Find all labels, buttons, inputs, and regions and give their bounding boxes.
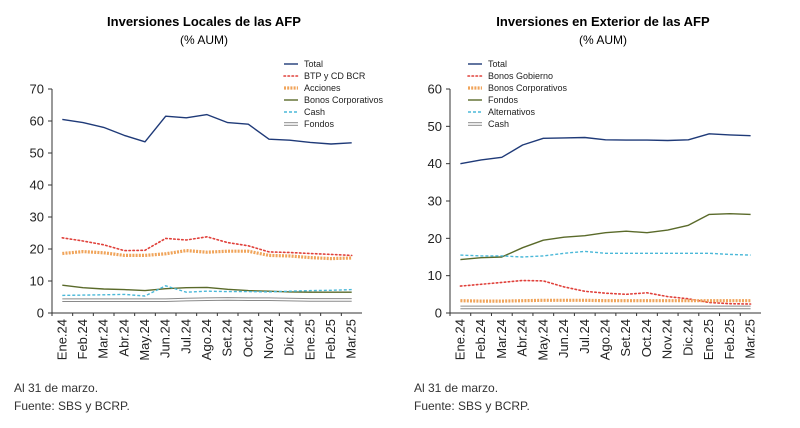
- right-x-tick-label: Dic.24: [680, 319, 695, 356]
- right-footnote: Al 31 de marzo.: [414, 381, 498, 395]
- right-x-tick-label: Jun.24: [556, 319, 571, 358]
- left-y-tick-label: 70: [30, 82, 44, 97]
- left-series-fondos-line-b: [62, 299, 352, 302]
- left-legend-total: Total: [284, 59, 323, 69]
- left-x-tick-label: Ago.24: [199, 319, 214, 360]
- left-legend-bonos-corporativos-label: Bonos Corporativos: [304, 95, 384, 105]
- right-chart-title: Inversiones en Exterior de las AFP: [496, 14, 710, 29]
- left-footnote: Al 31 de marzo.: [14, 381, 98, 395]
- right-legend-cash: Cash: [468, 119, 509, 129]
- left-series-fondos-line-a: [62, 297, 352, 300]
- left-y-tick-label: 30: [30, 210, 44, 225]
- right-x-tick-label: Oct.24: [639, 319, 654, 357]
- right-y-tick-label: 10: [428, 268, 442, 283]
- right-series-total: [460, 133, 751, 165]
- left-legend-cash-label: Cash: [304, 107, 325, 117]
- left-y-tick-label: 20: [30, 242, 44, 257]
- right-x-tick-label: Mar.25: [743, 319, 758, 359]
- right-x-tick-label: Feb.25: [722, 319, 737, 359]
- left-legend-fondos-label: Fondos: [304, 119, 335, 129]
- right-source: Fuente: SBS y BCRP.: [414, 399, 530, 413]
- left-legend-btp-y-cd-bcr-label: BTP y CD BCR: [304, 71, 366, 81]
- left-x-tick-label: Mar.25: [344, 319, 359, 359]
- left-series-acciones: [62, 249, 352, 261]
- left-x-tick-label: Feb.24: [75, 319, 90, 359]
- right-y-tick-label: 0: [435, 306, 442, 321]
- right-series-alternativos: [460, 250, 751, 258]
- left-y-tick-label: 10: [30, 274, 44, 289]
- left-legend-acciones-label: Acciones: [304, 83, 341, 93]
- left-x-tick-label: Jun.24: [158, 319, 173, 358]
- right-legend-fondos-label: Fondos: [488, 95, 519, 105]
- right-series-bonos-corporativos: [460, 298, 751, 303]
- left-chart-subtitle: (% AUM): [180, 33, 228, 47]
- right-x-tick-label: Nov.24: [660, 319, 675, 359]
- left-series-fondos: [62, 297, 352, 302]
- left-x-tick-label: Feb.25: [323, 319, 338, 359]
- right-series-cash: [460, 305, 751, 310]
- right-y-tick-label: 30: [428, 194, 442, 209]
- right-x-tick-label: Ene.24: [452, 319, 467, 360]
- left-chart-title: Inversiones Locales de las AFP: [107, 14, 301, 29]
- right-x-tick-label: Ago.24: [598, 319, 613, 360]
- right-x-tick-label: Mar.24: [494, 319, 509, 359]
- left-y-tick-label: 50: [30, 146, 44, 161]
- right-legend-fondos: Fondos: [468, 95, 519, 105]
- right-series-fondos: [460, 212, 751, 261]
- left-x-tick-label: Nov.24: [261, 319, 276, 359]
- right-legend-bonos-gobierno-label: Bonos Gobierno: [488, 71, 553, 81]
- left-series-btp-y-cd-bcr: [61, 236, 353, 257]
- left-x-tick-label: May.24: [137, 319, 152, 361]
- right-y-tick-label: 60: [428, 82, 442, 97]
- right-legend-cash-label: Cash: [488, 119, 509, 129]
- left-series-total: [62, 113, 352, 145]
- left-legend-btp-y-cd-bcr: BTP y CD BCR: [283, 71, 366, 81]
- right-legend-alternativos: Alternativos: [468, 107, 536, 117]
- right-x-tick-label: Feb.24: [473, 319, 488, 359]
- left-source: Fuente: SBS y BCRP.: [14, 399, 130, 413]
- left-legend-cash: Cash: [284, 107, 325, 117]
- right-legend-bonos-gobierno: Bonos Gobierno: [467, 71, 553, 81]
- left-x-tick-label: Abr.24: [116, 319, 131, 357]
- left-y-tick-label: 0: [37, 306, 44, 321]
- left-legend-total-label: Total: [304, 59, 323, 69]
- right-chart-subtitle: (% AUM): [579, 33, 627, 47]
- left-x-tick-label: Mar.24: [96, 319, 111, 359]
- left-x-tick-label: Ene.24: [54, 319, 69, 360]
- left-x-tick-label: Ene.25: [302, 319, 317, 360]
- right-x-tick-label: Ene.25: [701, 319, 716, 360]
- left-series-bonos-corporativos: [62, 284, 352, 293]
- left-y-tick-label: 40: [30, 178, 44, 193]
- right-legend-total-label: Total: [488, 59, 507, 69]
- left-legend-fondos: Fondos: [284, 119, 335, 129]
- right-x-tick-label: Abr.24: [515, 319, 530, 357]
- right-chart: 0 10 20 30 40 50 60 Ene.24 Feb.24 Mar.24 Abr.24 May…: [428, 59, 761, 361]
- right-y-tick-label: 40: [428, 156, 442, 171]
- right-legend-total: Total: [468, 59, 507, 69]
- left-legend-acciones: Acciones: [284, 83, 341, 93]
- left-x-tick-label: Oct.24: [240, 319, 255, 357]
- right-y-tick-label: 20: [428, 231, 442, 246]
- right-x-tick-label: Jul.24: [577, 319, 592, 354]
- right-x-tick-label: Set.24: [618, 319, 633, 357]
- left-legend-bonos-corporativos: Bonos Corporativos: [284, 95, 384, 105]
- left-y-tick-label: 60: [30, 114, 44, 129]
- right-legend-alternativos-label: Alternativos: [488, 107, 536, 117]
- right-legend-bonos-corporativos: Bonos Corporativos: [468, 83, 568, 93]
- left-x-tick-label: Set.24: [220, 319, 235, 357]
- left-chart: 0 10 20 30 40 50 60 70 Ene.24 Feb.24 Mar.24 Abr.24 M…: [30, 59, 384, 361]
- right-x-tick-label: May.24: [535, 319, 550, 361]
- left-x-tick-label: Jul.24: [178, 319, 193, 354]
- right-y-tick-label: 50: [428, 119, 442, 134]
- left-x-tick-label: Dic.24: [282, 319, 297, 356]
- right-legend-bonos-corporativos-label: Bonos Corporativos: [488, 83, 568, 93]
